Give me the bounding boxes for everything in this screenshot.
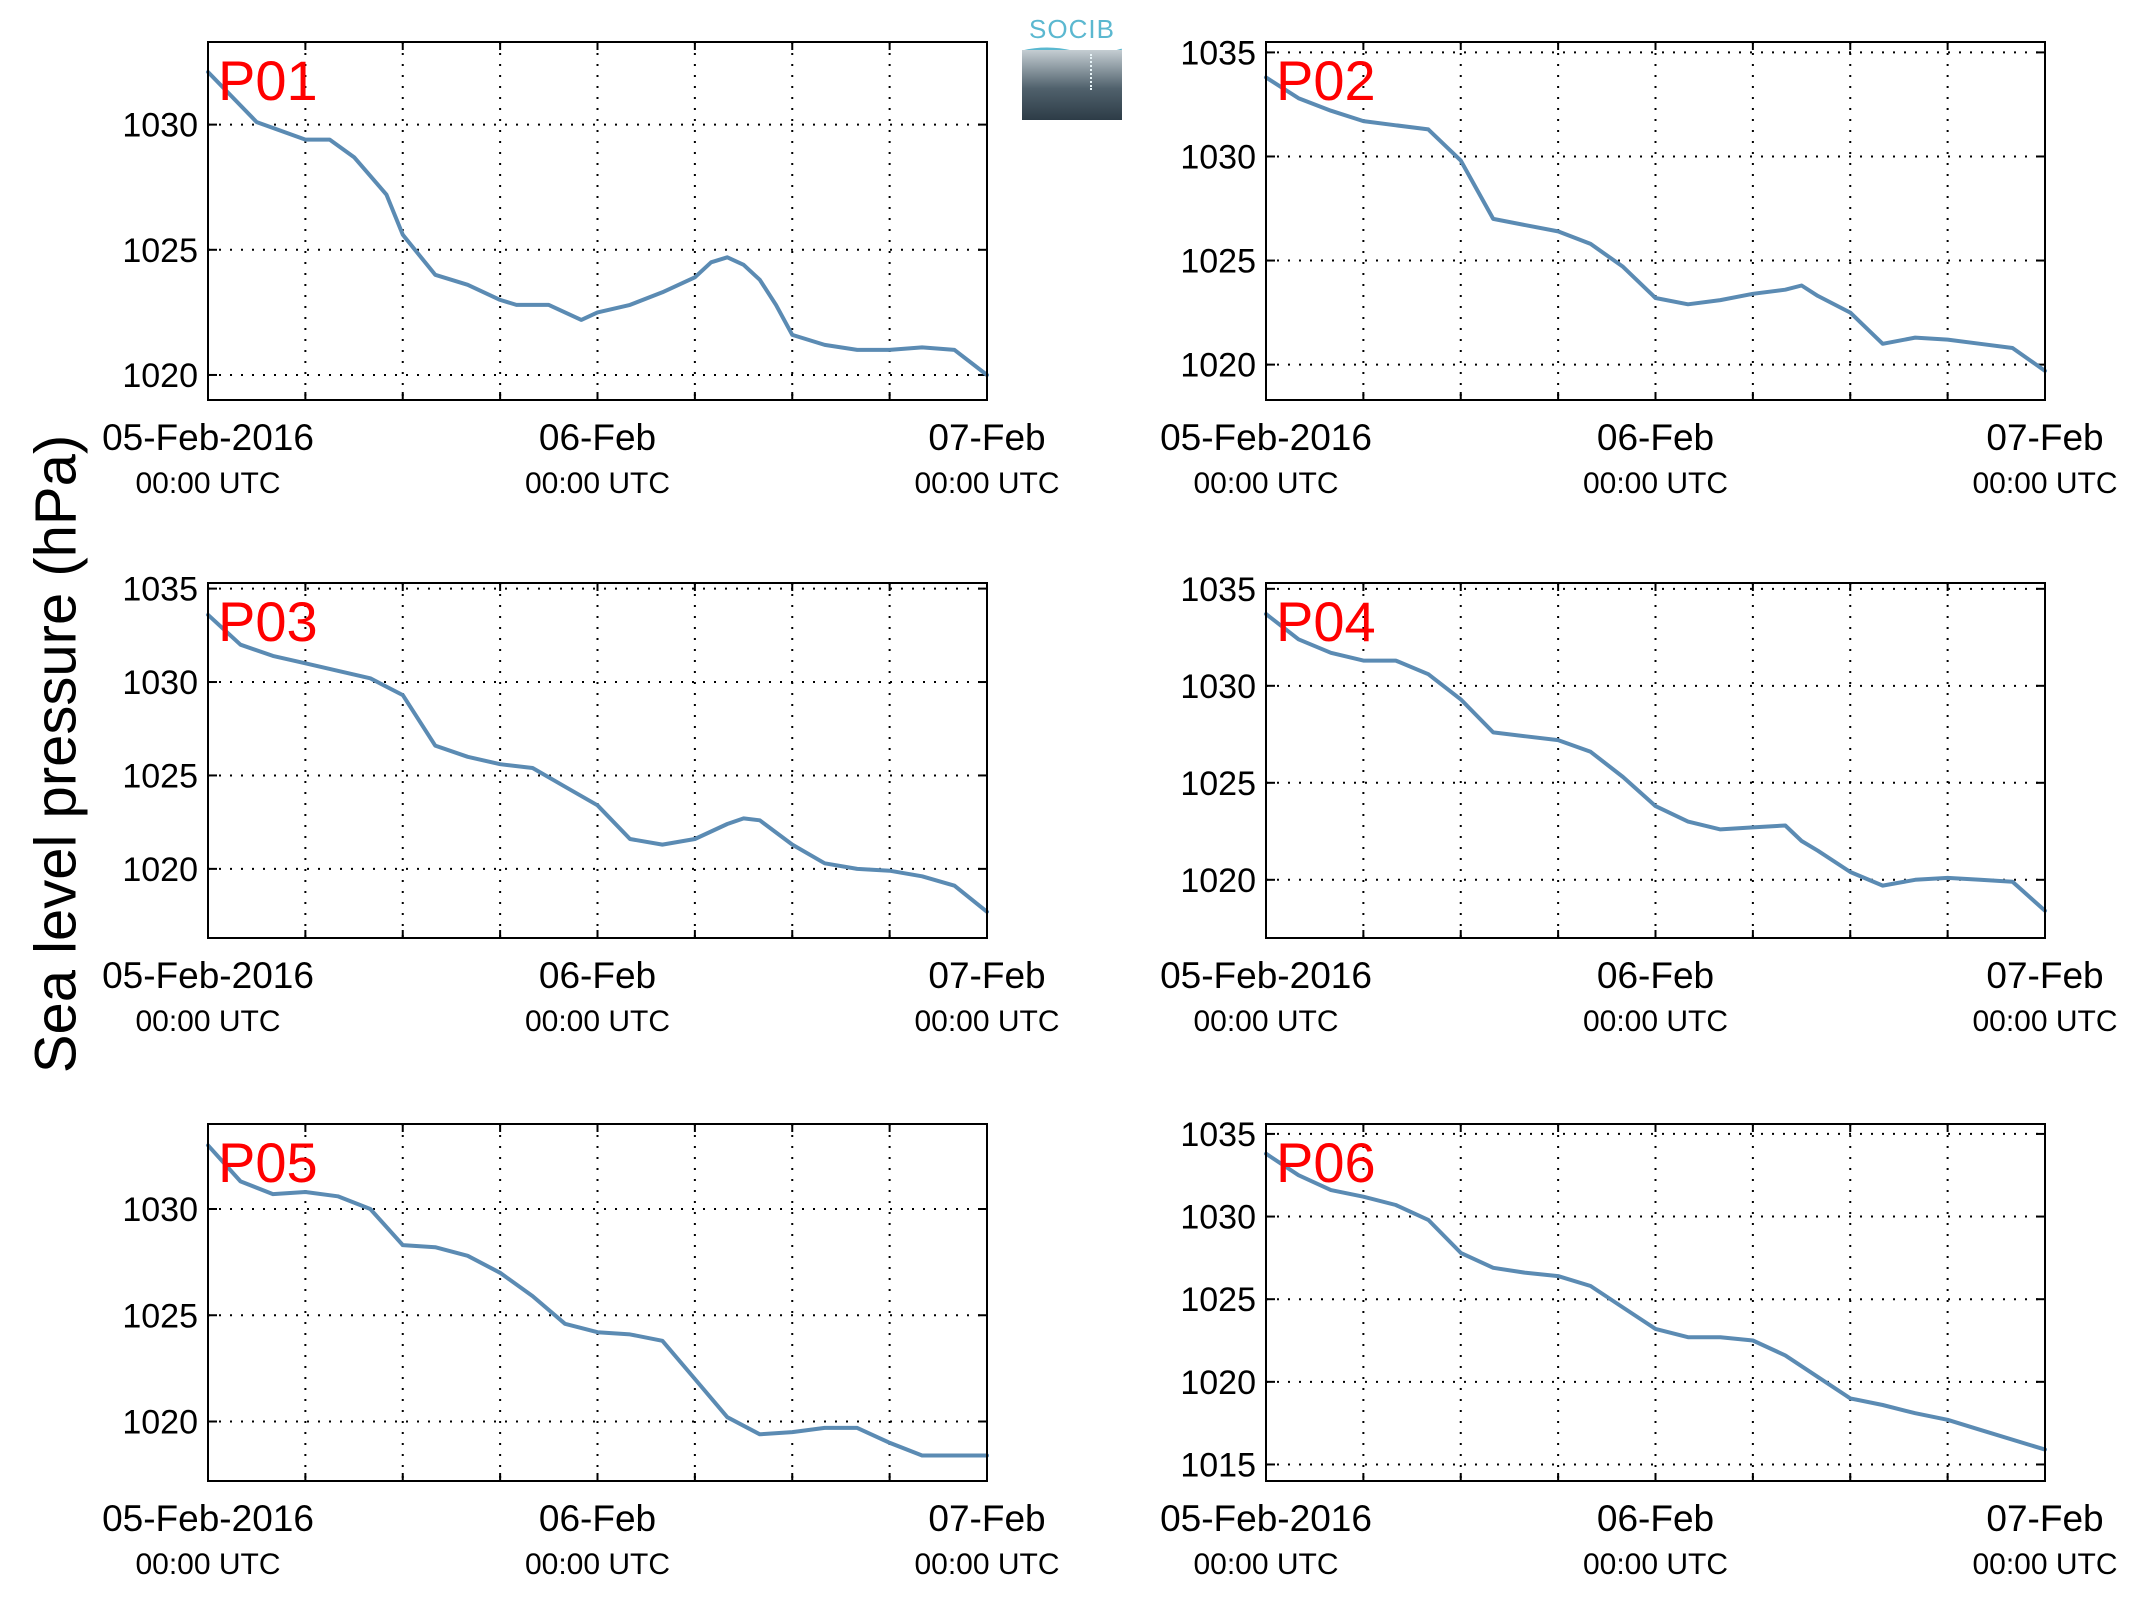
x-tick-sublabel: 00:00 UTC xyxy=(914,1548,1059,1581)
x-tick-sublabel: 00:00 UTC xyxy=(1193,1005,1338,1038)
x-tick-label: 05-Feb-2016 xyxy=(102,1498,314,1539)
series-line-p04 xyxy=(1264,612,2047,913)
y-tick-label: 1025 xyxy=(122,1297,198,1335)
x-tick-sublabel: 00:00 UTC xyxy=(525,1005,670,1038)
y-tick-label: 1030 xyxy=(122,664,198,702)
x-tick-label: 07-Feb xyxy=(1986,1498,2103,1539)
plot-frame xyxy=(1265,41,2046,401)
x-tick-sublabel: 00:00 UTC xyxy=(914,1005,1059,1038)
plot-frame xyxy=(207,41,988,401)
plot-frame xyxy=(207,1123,988,1482)
x-tick-label: 06-Feb xyxy=(539,417,656,458)
series-line-p06 xyxy=(1264,1151,2047,1452)
x-tick-label: 06-Feb xyxy=(539,955,656,996)
x-tick-sublabel: 00:00 UTC xyxy=(525,1548,670,1581)
plot-frame xyxy=(1265,582,2046,939)
x-tick-sublabel: 00:00 UTC xyxy=(1583,467,1728,500)
panel-p01: 1020 1025 1030 05-Feb-2016 00:00 UTC 06-Feb 00… xyxy=(102,41,1060,500)
panel-label: P04 xyxy=(1276,590,1376,653)
panel-label: P03 xyxy=(218,590,318,653)
x-tick-sublabel: 00:00 UTC xyxy=(914,467,1059,500)
x-tick-label: 07-Feb xyxy=(928,1498,1045,1539)
panel-p05: 1020 1025 1030 05-Feb-2016 00:00 UTC 06-Feb 00… xyxy=(102,1123,1060,1581)
panel-p03: 1020 1025 1030 1035 05-Feb-2016 00:00 UTC 06-F… xyxy=(102,571,1059,1038)
y-axis-label: Sea level pressure (hPa) xyxy=(23,434,89,1074)
logo-dotted-line xyxy=(1090,54,1092,90)
y-tick-label: 1020 xyxy=(122,357,198,395)
x-tick-label: 07-Feb xyxy=(928,955,1045,996)
y-tick-label: 1025 xyxy=(1180,243,1256,281)
x-tick-label: 05-Feb-2016 xyxy=(1160,417,1372,458)
y-tick-label: 1025 xyxy=(1180,1281,1256,1319)
x-tick-sublabel: 00:00 UTC xyxy=(1583,1548,1728,1581)
y-tick-label: 1035 xyxy=(1180,571,1256,609)
y-tick-label: 1030 xyxy=(1180,668,1256,706)
y-tick-label: 1025 xyxy=(1180,765,1256,803)
y-tick-label: 1035 xyxy=(1180,1116,1256,1154)
panel-label: P05 xyxy=(218,1131,318,1194)
x-tick-label: 05-Feb-2016 xyxy=(1160,1498,1372,1539)
y-tick-label: 1035 xyxy=(122,571,198,609)
x-tick-label: 07-Feb xyxy=(1986,417,2103,458)
y-tick-label: 1030 xyxy=(1180,138,1256,176)
x-tick-sublabel: 00:00 UTC xyxy=(1193,1548,1338,1581)
x-tick-label: 06-Feb xyxy=(539,1498,656,1539)
panel-label: P02 xyxy=(1276,49,1376,112)
x-tick-sublabel: 00:00 UTC xyxy=(525,467,670,500)
y-tick-label: 1030 xyxy=(122,107,198,145)
series-line-p05 xyxy=(206,1143,989,1458)
x-tick-label: 06-Feb xyxy=(1597,1498,1714,1539)
x-tick-sublabel: 00:00 UTC xyxy=(135,467,280,500)
socib-logo: SOCIB xyxy=(1022,14,1122,120)
y-tick-label: 1025 xyxy=(122,757,198,795)
plot-frame xyxy=(207,582,988,939)
series-line-p02 xyxy=(1264,75,2047,373)
panel-label: P01 xyxy=(218,49,318,112)
x-tick-label: 06-Feb xyxy=(1597,955,1714,996)
y-tick-label: 1020 xyxy=(1180,1364,1256,1402)
x-tick-sublabel: 00:00 UTC xyxy=(135,1548,280,1581)
x-tick-label: 05-Feb-2016 xyxy=(1160,955,1372,996)
y-tick-label: 1015 xyxy=(1180,1446,1256,1484)
x-tick-sublabel: 00:00 UTC xyxy=(1972,1548,2117,1581)
x-tick-sublabel: 00:00 UTC xyxy=(135,1005,280,1038)
y-tick-label: 1025 xyxy=(122,232,198,270)
y-tick-label: 1020 xyxy=(122,1404,198,1442)
x-tick-label: 05-Feb-2016 xyxy=(102,955,314,996)
x-tick-label: 06-Feb xyxy=(1597,417,1714,458)
series-line-p01 xyxy=(206,70,989,377)
y-tick-label: 1030 xyxy=(122,1191,198,1229)
y-tick-label: 1020 xyxy=(1180,862,1256,900)
x-tick-label: 07-Feb xyxy=(928,417,1045,458)
panel-p02: 1020 1025 1030 1035 05-Feb-2016 00:00 UTC 06-F… xyxy=(1160,34,2117,500)
x-tick-sublabel: 00:00 UTC xyxy=(1583,1005,1728,1038)
logo-gradient-block xyxy=(1022,50,1122,120)
y-tick-label: 1020 xyxy=(1180,347,1256,385)
x-tick-label: 07-Feb xyxy=(1986,955,2103,996)
y-tick-label: 1035 xyxy=(1180,34,1256,72)
panel-p04: 1020 1025 1030 1035 05-Feb-2016 00:00 UTC 06-F… xyxy=(1160,571,2117,1038)
logo-text: SOCIB xyxy=(1029,14,1115,44)
panel-p06: 1015 1020 1025 1030 1035 05-Feb-2016 00:00 UTC… xyxy=(1160,1116,2117,1581)
y-tick-label: 1020 xyxy=(122,851,198,889)
plot-frame xyxy=(1265,1123,2046,1482)
x-tick-sublabel: 00:00 UTC xyxy=(1193,467,1338,500)
x-tick-sublabel: 00:00 UTC xyxy=(1972,467,2117,500)
y-tick-label: 1030 xyxy=(1180,1199,1256,1237)
x-tick-label: 05-Feb-2016 xyxy=(102,417,314,458)
x-tick-sublabel: 00:00 UTC xyxy=(1972,1005,2117,1038)
series-line-p03 xyxy=(206,612,989,914)
panel-label: P06 xyxy=(1276,1131,1376,1194)
